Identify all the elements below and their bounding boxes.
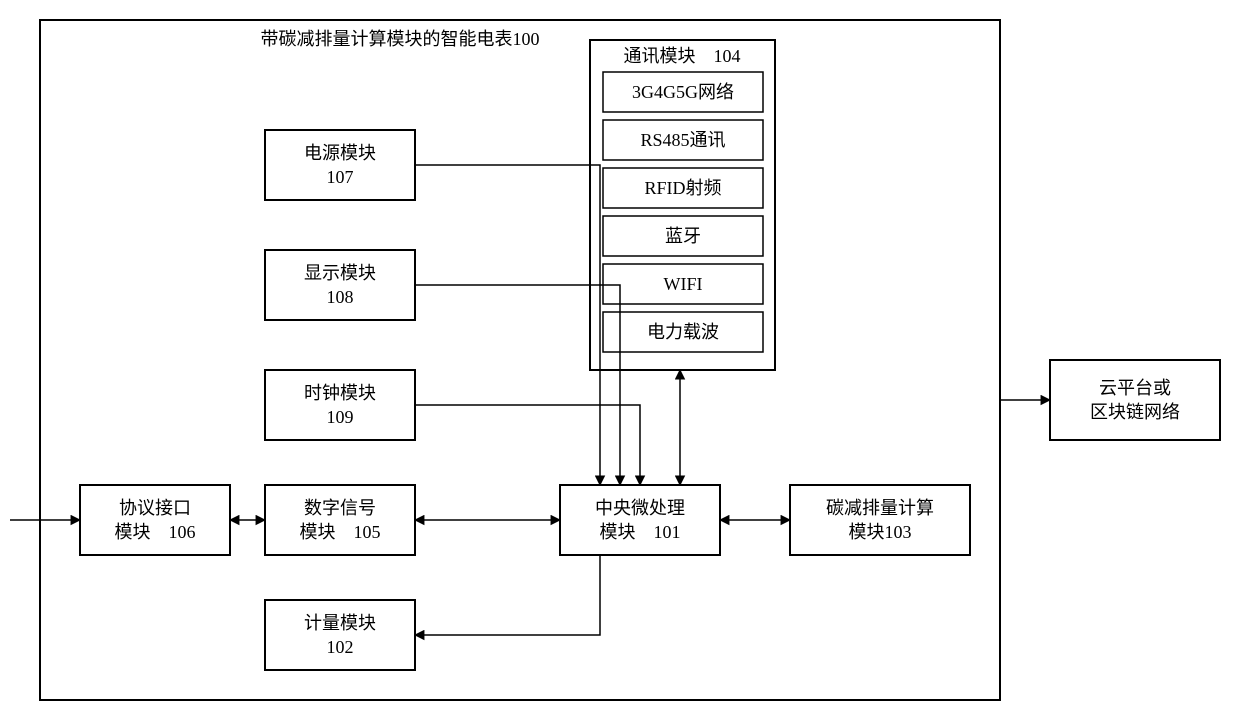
- comm-item-label: RFID射频: [644, 178, 721, 198]
- power-module-box: [265, 130, 415, 200]
- dsp-module-box: [265, 485, 415, 555]
- meter-module-label-2: 102: [327, 637, 354, 657]
- comm-item-label: 电力载波: [647, 322, 719, 342]
- comm-item-label: RS485通讯: [640, 130, 725, 150]
- display-module-label-2: 108: [327, 287, 354, 307]
- dsp-module-label-1: 数字信号: [304, 498, 376, 518]
- cpu-module-label-1: 中央微处理: [595, 498, 685, 518]
- comm-item-label: 蓝牙: [665, 226, 701, 246]
- cpu-module-label-2: 模块 101: [600, 522, 681, 542]
- carbon-module-label-2: 模块103: [849, 522, 912, 542]
- power-module-label-1: 电源模块: [304, 143, 376, 163]
- protocol-module-label-1: 协议接口: [119, 498, 191, 518]
- cloud-module-label-1: 云平台或: [1099, 378, 1171, 398]
- protocol-module-box: [80, 485, 230, 555]
- outer-container: [40, 20, 1000, 700]
- meter-module-label-1: 计量模块: [304, 613, 376, 633]
- power-module-label-2: 107: [327, 167, 354, 187]
- display-module-box: [265, 250, 415, 320]
- meter-module-box: [265, 600, 415, 670]
- cpu-module-box: [560, 485, 720, 555]
- outer-title: 带碳减排量计算模块的智能电表100: [261, 29, 540, 49]
- comm-module-title: 通讯模块 104: [624, 46, 741, 66]
- display-module-label-1: 显示模块: [304, 263, 376, 283]
- clock-module-label-2: 109: [327, 407, 354, 427]
- comm-item-label: WIFI: [664, 274, 703, 294]
- comm-item-label: 3G4G5G网络: [632, 82, 734, 102]
- clock-module-label-1: 时钟模块: [304, 383, 376, 403]
- clock-module-box: [265, 370, 415, 440]
- carbon-module-box: [790, 485, 970, 555]
- protocol-module-label-2: 模块 106: [115, 522, 196, 542]
- carbon-module-label-1: 碳减排量计算: [826, 498, 934, 518]
- cloud-module-box: [1050, 360, 1220, 440]
- cloud-module-label-2: 区块链网络: [1090, 402, 1180, 422]
- dsp-module-label-2: 模块 105: [300, 522, 381, 542]
